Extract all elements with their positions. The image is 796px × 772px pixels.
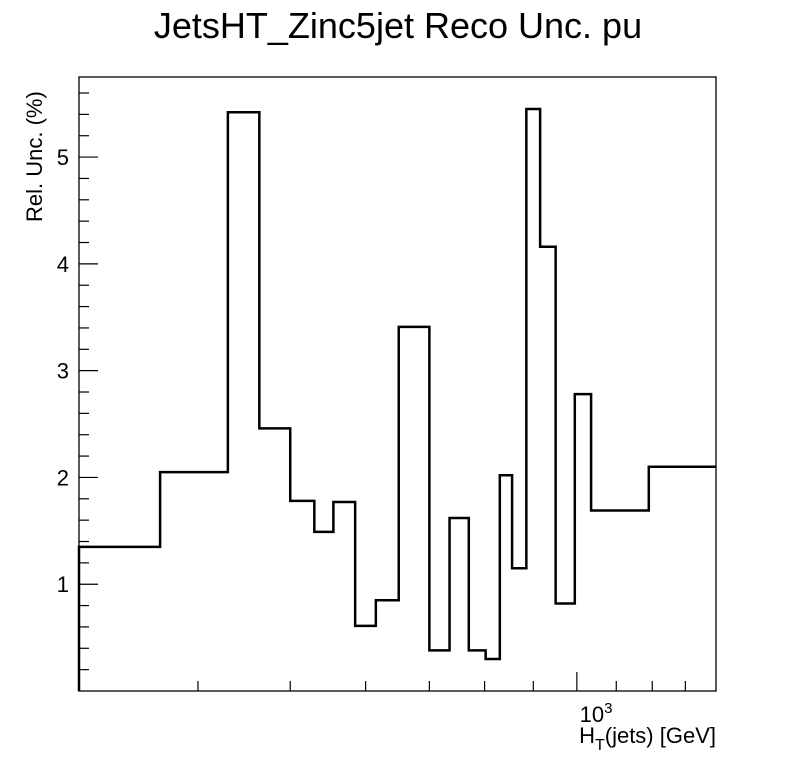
y-tick-label: 1 bbox=[57, 572, 69, 597]
chart-title: JetsHT_Zinc5jet Reco Unc. pu bbox=[154, 5, 642, 46]
x-tick-exponent: 3 bbox=[604, 700, 612, 717]
histogram-bin bbox=[259, 428, 290, 691]
histogram-bin bbox=[526, 109, 540, 691]
histogram-bin bbox=[500, 475, 512, 691]
histogram-bin bbox=[556, 603, 575, 691]
histogram-bin bbox=[290, 501, 314, 691]
y-tick-label: 3 bbox=[57, 359, 69, 384]
histogram-bin bbox=[399, 327, 430, 691]
histogram-bin bbox=[333, 502, 355, 691]
histogram-bin bbox=[314, 532, 333, 691]
histogram-bin bbox=[575, 394, 591, 691]
x-axis-ticks bbox=[197, 672, 686, 691]
x-axis-label-sub: T bbox=[595, 737, 605, 754]
histogram-bin bbox=[79, 547, 160, 691]
y-tick-label: 2 bbox=[57, 465, 69, 490]
y-axis-tick-labels: 1 2 3 4 5 bbox=[57, 145, 69, 597]
histogram-bin bbox=[512, 568, 526, 691]
histogram-bin bbox=[450, 518, 469, 691]
y-axis-label: Rel. Unc. (%) bbox=[22, 91, 47, 222]
histogram-bin bbox=[355, 626, 376, 691]
x-tick-base: 10 bbox=[580, 702, 604, 727]
histogram-bin bbox=[649, 467, 716, 691]
histogram-bin bbox=[429, 650, 449, 691]
x-tick-label-1000: 103 bbox=[580, 700, 613, 727]
histogram-bin bbox=[591, 511, 649, 691]
histogram-step-line bbox=[77, 107, 716, 691]
histogram-bin bbox=[540, 247, 556, 691]
plot-frame bbox=[78, 76, 717, 692]
histogram-bin bbox=[376, 600, 399, 691]
y-tick-label: 4 bbox=[57, 252, 69, 277]
x-axis-label-rest: (jets) [GeV] bbox=[605, 723, 716, 748]
y-tick-label: 5 bbox=[57, 145, 69, 170]
x-axis-label-main: H bbox=[579, 723, 595, 748]
histogram-bin bbox=[228, 112, 259, 691]
x-axis-label: HT(jets) [GeV] bbox=[579, 723, 716, 754]
y-axis-ticks bbox=[79, 92, 98, 671]
histogram-bin bbox=[160, 472, 228, 691]
histogram-bin bbox=[469, 650, 486, 691]
histogram-bin bbox=[486, 659, 500, 691]
